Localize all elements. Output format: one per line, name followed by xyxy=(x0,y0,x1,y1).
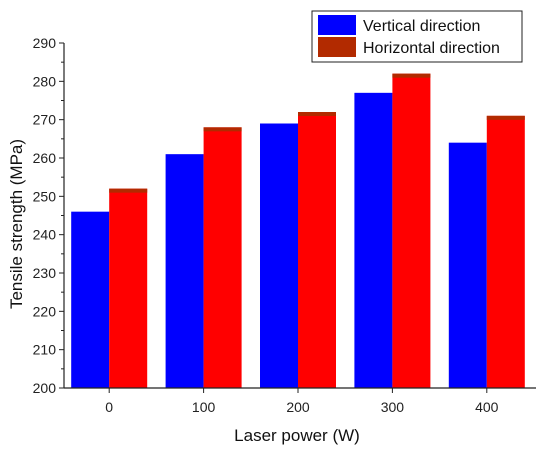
y-tick-label-220: 220 xyxy=(33,303,57,319)
bar-vertical-200 xyxy=(260,123,298,388)
legend-swatch-horizontal xyxy=(318,37,356,57)
bar-vertical-100 xyxy=(165,154,204,388)
bars-group xyxy=(71,73,525,389)
bar-horizontal-100 xyxy=(203,127,242,388)
y-tick-label-250: 250 xyxy=(33,188,57,204)
bar-cap-400 xyxy=(486,115,525,120)
bar-cap-300 xyxy=(392,73,431,78)
bar-cap-0 xyxy=(109,188,148,193)
bar-horizontal-300 xyxy=(392,73,431,389)
y-tick-label-280: 280 xyxy=(33,73,57,89)
y-tick-label-200: 200 xyxy=(33,380,57,396)
legend-label-horizontal: Horizontal direction xyxy=(363,40,500,57)
bar-vertical-400 xyxy=(448,142,487,388)
x-tick-label-100: 100 xyxy=(192,399,216,415)
bar-vertical-300 xyxy=(354,92,393,388)
x-axis-title: Laser power (W) xyxy=(234,426,360,445)
y-tick-label-240: 240 xyxy=(33,227,57,243)
y-tick-label-290: 290 xyxy=(33,35,57,51)
y-tick-label-270: 270 xyxy=(33,112,57,128)
bar-vertical-0 xyxy=(71,211,110,388)
y-tick-label-260: 260 xyxy=(33,150,57,166)
legend-label-vertical: Vertical direction xyxy=(363,18,480,35)
x-tick-label-400: 400 xyxy=(475,399,499,415)
bar-cap-100 xyxy=(203,127,242,132)
x-tick-label-0: 0 xyxy=(105,399,113,415)
x-tick-label-200: 200 xyxy=(286,399,310,415)
y-tick-label-210: 210 xyxy=(33,342,57,358)
x-tick-label-300: 300 xyxy=(381,399,405,415)
bar-horizontal-400 xyxy=(486,115,525,388)
axes-group: 200 210 220 230 240 250 260 270 280 290 0 100 200 300… xyxy=(33,35,536,415)
y-axis-title: Tensile strength (MPa) xyxy=(7,139,26,309)
bar-horizontal-200 xyxy=(298,112,336,388)
legend: Vertical direction Horizontal direction xyxy=(311,10,523,63)
bar-cap-200 xyxy=(298,112,336,116)
bar-horizontal-0 xyxy=(109,188,148,388)
legend-swatch-vertical xyxy=(318,15,356,35)
y-tick-label-230: 230 xyxy=(33,265,57,281)
